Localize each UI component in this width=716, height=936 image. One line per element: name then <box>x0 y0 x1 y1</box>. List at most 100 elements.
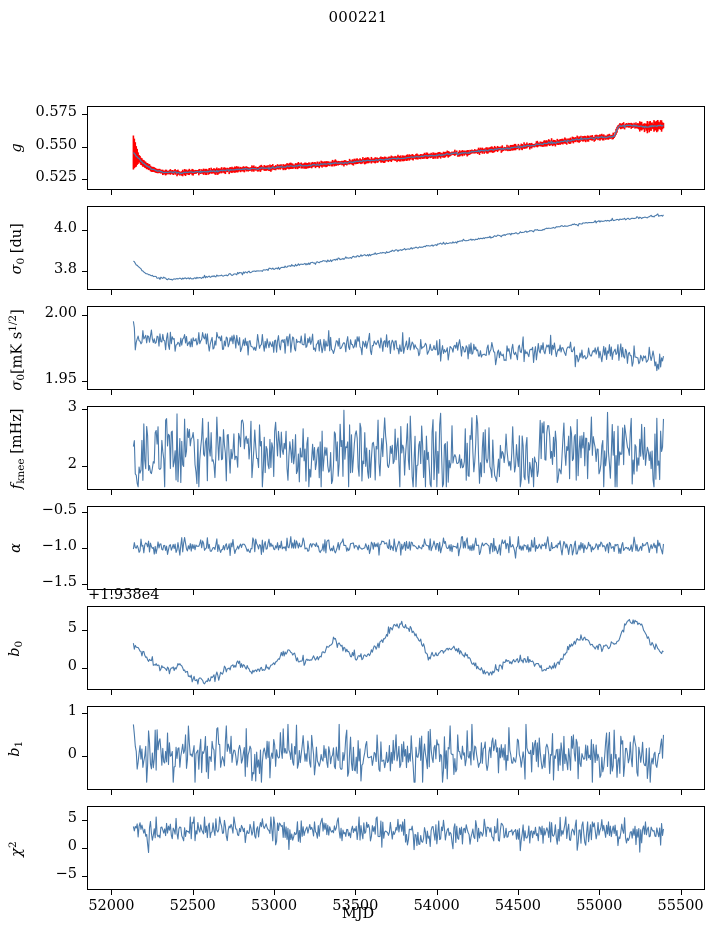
x-tick-label: 55000 <box>576 898 623 914</box>
x-tick-mark <box>517 890 519 895</box>
y-tick-label: 5 <box>67 620 77 636</box>
x-tick-mark <box>436 690 438 695</box>
x-tick-mark <box>274 890 276 895</box>
x-tick-mark <box>517 190 519 195</box>
data-line <box>132 723 665 783</box>
x-tick-mark <box>517 590 519 595</box>
y-tick-mark <box>82 381 87 383</box>
panel-b0-offset-text: +1.938e4 <box>88 587 160 603</box>
data-line <box>133 213 664 281</box>
panel-sigma0-mks <box>87 306 705 390</box>
y-tick-label: 0 <box>67 657 77 674</box>
x-tick-label: 54500 <box>494 898 542 914</box>
x-tick-mark <box>111 890 113 895</box>
x-tick-mark <box>274 290 276 295</box>
x-tick-mark <box>355 790 357 795</box>
x-tick-mark <box>517 490 519 495</box>
x-tick-mark <box>436 190 438 195</box>
y-tick-mark <box>82 179 87 180</box>
x-tick-mark <box>599 390 601 395</box>
x-tick-mark <box>192 490 194 495</box>
panel-fknee-plot <box>132 409 665 488</box>
x-tick-label: 54000 <box>413 898 460 914</box>
y-tick-label: −1.0 <box>41 538 77 554</box>
y-tick-mark <box>82 876 87 878</box>
x-tick-mark <box>680 390 682 395</box>
x-tick-mark <box>192 590 194 595</box>
x-tick-mark <box>111 490 113 495</box>
panel-b1-plot <box>132 723 665 783</box>
panel-b0-plot <box>132 618 664 685</box>
y-tick-label: 4.0 <box>53 219 77 236</box>
x-tick-mark <box>355 590 357 595</box>
y-tick-mark <box>82 466 87 468</box>
x-tick-mark <box>517 690 519 695</box>
data-line <box>132 321 665 372</box>
x-tick-label: 55500 <box>657 898 704 914</box>
y-tick-label: 2.00 <box>44 304 77 321</box>
x-tick-mark <box>680 590 682 595</box>
panel-g <box>87 106 705 190</box>
x-tick-mark <box>355 690 357 695</box>
y-tick-label: 3.8 <box>53 260 77 277</box>
y-tick-label: 1 <box>67 702 77 719</box>
x-tick-mark <box>192 290 194 295</box>
x-tick-mark <box>599 490 601 495</box>
y-tick-mark <box>82 270 87 272</box>
y-tick-mark <box>82 511 87 513</box>
panel-b1 <box>87 706 705 790</box>
x-tick-mark <box>599 190 601 195</box>
x-tick-mark <box>680 190 682 195</box>
x-tick-mark <box>274 390 276 395</box>
x-tick-mark <box>355 290 357 295</box>
y-tick-label: −5 <box>55 866 77 883</box>
data-line <box>132 816 665 854</box>
y-tick-mark <box>82 848 87 849</box>
x-tick-label: 53500 <box>332 898 379 914</box>
y-tick-label: 0.525 <box>35 169 77 185</box>
x-tick-mark <box>680 890 682 895</box>
x-tick-mark <box>192 890 194 895</box>
data-line <box>132 618 664 685</box>
y-tick-mark <box>82 314 87 316</box>
y-tick-mark <box>82 819 87 821</box>
x-tick-mark <box>680 490 682 495</box>
x-tick-mark <box>680 290 682 295</box>
x-tick-mark <box>599 890 601 895</box>
x-tick-mark <box>192 190 194 195</box>
y-tick-mark <box>82 229 87 231</box>
x-tick-mark <box>599 690 601 695</box>
x-tick-mark <box>111 590 113 595</box>
x-tick-label: 52500 <box>169 898 216 914</box>
x-tick-mark <box>274 190 276 195</box>
data-line <box>132 409 665 488</box>
y-tick-mark <box>82 756 87 758</box>
y-tick-label: −1.5 <box>41 574 77 591</box>
y-tick-mark <box>82 584 87 586</box>
x-tick-mark <box>436 490 438 495</box>
x-tick-mark <box>274 690 276 695</box>
y-tick-label: 0 <box>67 746 77 763</box>
x-tick-mark <box>111 790 113 795</box>
x-tick-label: 53000 <box>250 898 298 914</box>
y-tick-label: 0.550 <box>35 136 77 153</box>
x-tick-mark <box>274 590 276 595</box>
x-tick-mark <box>274 490 276 495</box>
x-tick-mark <box>192 390 194 395</box>
panel-chi2-plot <box>132 816 665 854</box>
y-tick-label: 3 <box>67 399 77 416</box>
panel-sigma0-du <box>87 206 705 290</box>
y-tick-label: 1.95 <box>44 371 77 388</box>
x-tick-mark <box>599 790 601 795</box>
x-tick-mark <box>436 290 438 295</box>
panel-g-plot <box>132 119 665 177</box>
y-tick-label: 5 <box>67 809 77 826</box>
x-tick-mark <box>599 590 601 595</box>
x-tick-mark <box>355 190 357 195</box>
x-tick-mark <box>436 790 438 795</box>
y-tick-mark <box>82 667 87 669</box>
x-tick-mark <box>111 390 113 395</box>
x-tick-mark <box>517 290 519 295</box>
x-tick-mark <box>274 790 276 795</box>
